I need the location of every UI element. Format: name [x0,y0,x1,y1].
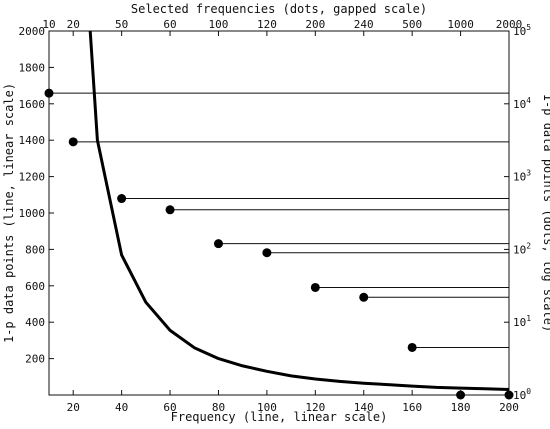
y2-tick-label: 101 [513,314,531,329]
y-tick-label: 1600 [19,98,46,111]
data-dot [68,137,78,147]
y-tick-label: 1000 [19,207,46,220]
x-tick-label: 160 [402,401,422,414]
top-axis-title: Selected frequencies (dots, gapped scale… [131,2,427,16]
data-dot [117,194,127,204]
data-dot [310,282,320,292]
right-axis-title: 1-p data points (dots, log scale) [541,94,550,332]
x2-tick-label: 60 [163,18,176,31]
x-tick-label: 60 [163,401,176,414]
y-tick-label: 200 [25,353,45,366]
y2-tick-label: 105 [513,23,531,38]
x2-tick-label: 10 [42,18,55,31]
y-tick-label: 1400 [19,134,46,147]
x-tick-label: 80 [212,401,225,414]
x-tick-label: 100 [257,401,277,414]
x2-tick-label: 100 [209,18,229,31]
x-tick-label: 180 [451,401,471,414]
y-tick-label: 400 [25,316,45,329]
data-dot [407,342,417,352]
x-tick-label: 120 [305,401,325,414]
data-dot [165,205,175,215]
x2-tick-label: 120 [257,18,277,31]
x2-tick-label: 50 [115,18,128,31]
y-tick-label: 1200 [19,171,46,184]
x2-tick-label: 1000 [447,18,474,31]
data-dot [213,239,223,249]
x2-tick-label: 20 [67,18,80,31]
data-dot [262,248,272,258]
x2-tick-label: 2000 [496,18,523,31]
y2-tick-label: 104 [513,96,531,111]
plot-frame [48,30,510,396]
x2-tick-label: 200 [305,18,325,31]
bottom-axis-title: Frequency (line, linear scale) [171,410,388,424]
x2-tick-label: 240 [354,18,374,31]
left-axis-title: 1-p data points (line, linear scale) [2,83,16,343]
x-tick-label: 40 [115,401,128,414]
y-tick-label: 800 [25,243,45,256]
curve-line [88,31,509,391]
y2-tick-label: 100 [513,387,531,402]
x-tick-label: 140 [354,401,374,414]
y2-tick-label: 102 [513,241,531,256]
x2-tick-label: 500 [402,18,422,31]
y-tick-label: 1800 [19,61,46,74]
x-tick-label: 20 [67,401,80,414]
y-tick-label: 2000 [19,25,46,38]
y-tick-label: 600 [25,280,45,293]
data-dot [359,292,369,302]
x-tick-label: 200 [499,401,519,414]
data-dot [44,88,54,98]
y2-tick-label: 103 [513,169,531,184]
